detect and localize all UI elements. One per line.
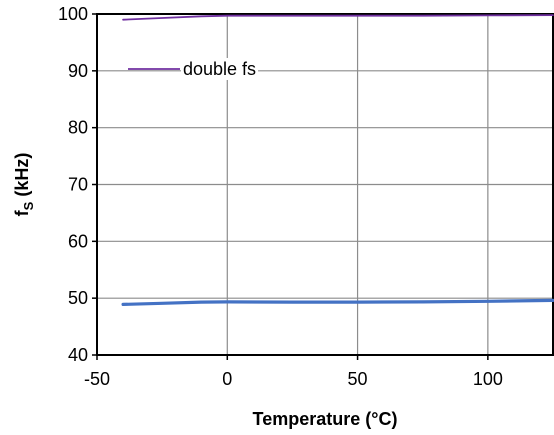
grid xyxy=(97,14,553,355)
y-tick-label: 60 xyxy=(68,231,88,251)
x-tick-label: -50 xyxy=(84,369,110,389)
x-axis-title: Temperature (°C) xyxy=(253,409,398,429)
x-tick-label: 100 xyxy=(473,369,503,389)
y-tick-label: 90 xyxy=(68,61,88,81)
y-axis-title: fS (kHz) xyxy=(12,153,36,217)
y-axis-title-main: f xyxy=(12,209,32,216)
y-tick-label: 50 xyxy=(68,288,88,308)
series-line-0 xyxy=(122,14,554,21)
legend-label: double fs xyxy=(183,59,256,79)
y-tick-label: 100 xyxy=(58,4,88,24)
x-tick-label: 0 xyxy=(222,369,232,389)
legend: double fs xyxy=(128,58,259,80)
x-tick-labels: -50 0 50 100 xyxy=(84,355,503,389)
y-tick-label: 70 xyxy=(68,175,88,195)
series-layer xyxy=(121,14,554,306)
y-axis-title-subscript: S xyxy=(21,201,36,210)
y-tick-label: 40 xyxy=(68,345,88,365)
y-axis-title-rest: (kHz) xyxy=(12,153,32,202)
legend-background xyxy=(181,58,259,80)
y-tick-labels: 40 50 60 70 80 90 100 xyxy=(58,4,97,365)
x-tick-label: 50 xyxy=(348,369,368,389)
y-tick-label: 80 xyxy=(68,118,88,138)
series-line-1 xyxy=(121,298,554,306)
